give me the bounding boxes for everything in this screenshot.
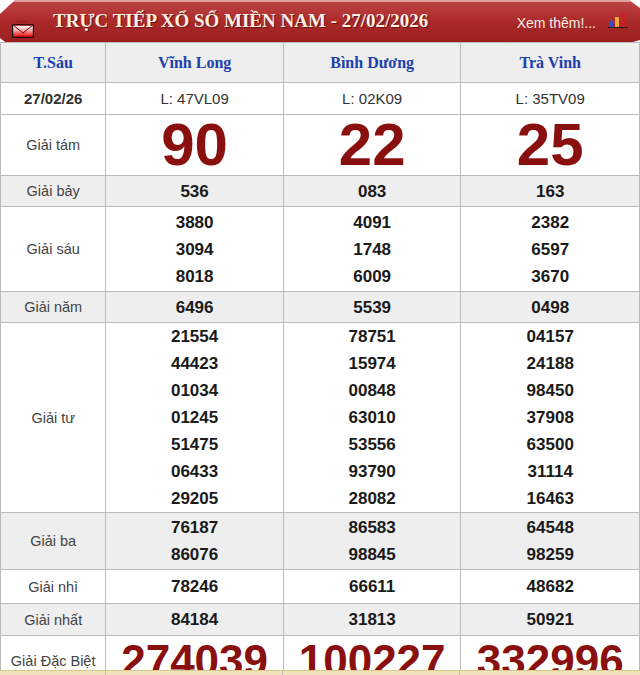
svg-text:≈≈≈: ≈≈≈ — [16, 18, 28, 25]
